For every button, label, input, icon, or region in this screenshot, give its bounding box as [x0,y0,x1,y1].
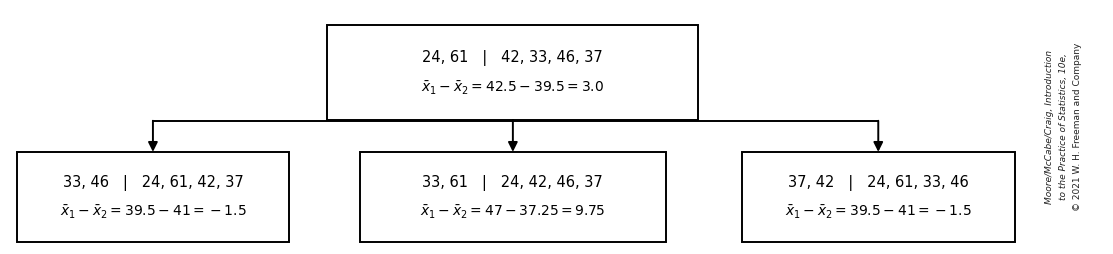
Text: 33, 61   |   24, 42, 46, 37: 33, 61 | 24, 42, 46, 37 [423,175,603,191]
Text: $\bar{x}_1-\bar{x}_2=39.5-41=-1.5$: $\bar{x}_1-\bar{x}_2=39.5-41=-1.5$ [60,203,246,220]
Text: 37, 42   |   24, 61, 33, 46: 37, 42 | 24, 61, 33, 46 [788,175,968,191]
FancyBboxPatch shape [327,25,698,120]
Text: 33, 46   |   24, 61, 42, 37: 33, 46 | 24, 61, 42, 37 [62,175,244,191]
Text: to the Practice of Statistics, 10e,: to the Practice of Statistics, 10e, [1060,54,1068,200]
FancyBboxPatch shape [742,152,1015,242]
FancyBboxPatch shape [17,152,289,242]
Text: $\bar{x}_1-\bar{x}_2=39.5-41=-1.5$: $\bar{x}_1-\bar{x}_2=39.5-41=-1.5$ [785,203,972,220]
Text: Moore/McCabe/Craig, Introduction: Moore/McCabe/Craig, Introduction [1045,50,1054,204]
Text: $\bar{x}_1-\bar{x}_2=42.5-39.5=3.0$: $\bar{x}_1-\bar{x}_2=42.5-39.5=3.0$ [422,80,604,97]
FancyBboxPatch shape [361,152,666,242]
Text: © 2021 W. H. Freeman and Company: © 2021 W. H. Freeman and Company [1073,43,1082,211]
Text: 24, 61   |   42, 33, 46, 37: 24, 61 | 42, 33, 46, 37 [423,50,603,66]
Text: $\bar{x}_1-\bar{x}_2=47-37.25=9.75$: $\bar{x}_1-\bar{x}_2=47-37.25=9.75$ [420,203,605,220]
